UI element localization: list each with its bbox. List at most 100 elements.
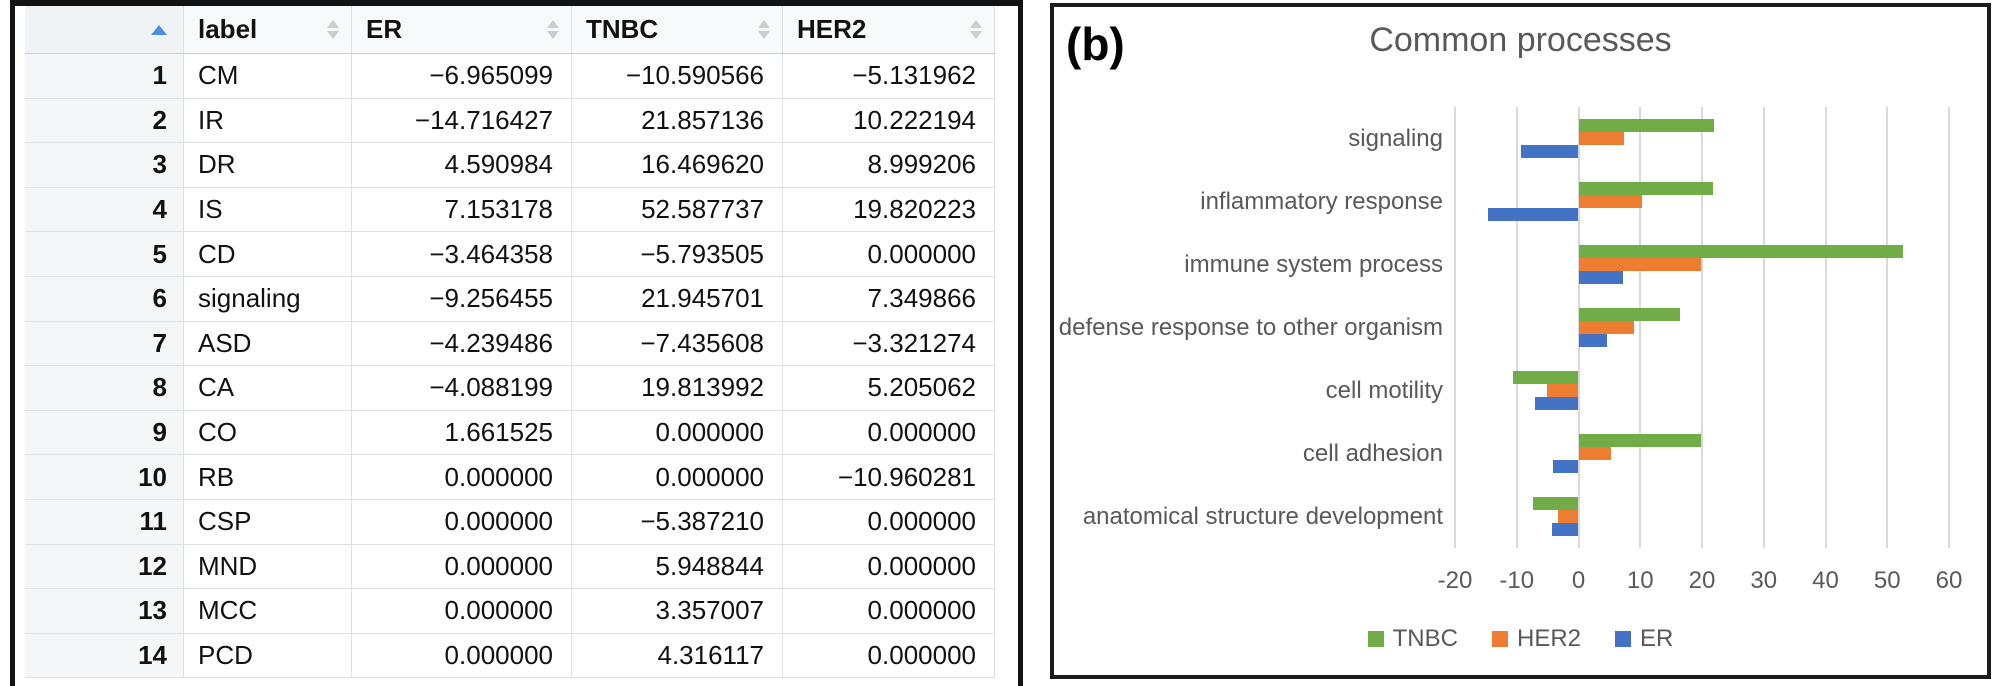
value-cell: 21.945701 xyxy=(572,276,783,321)
x-tick-label: 50 xyxy=(1873,567,1901,594)
label-cell: CM xyxy=(184,54,352,98)
x-tick-label: 10 xyxy=(1626,567,1654,594)
row-number-cell: 11 xyxy=(25,499,184,544)
value-cell: 0.000000 xyxy=(572,410,783,455)
table-body: 1 CM −6.965099 −10.590566 −5.131962 2 IR −14.71… xyxy=(25,54,995,679)
category-label: immune system process xyxy=(1184,250,1443,278)
value-cell: 1.661525 xyxy=(352,410,572,455)
value-cell: 0.000000 xyxy=(352,589,572,633)
row-number-cell: 9 xyxy=(25,410,184,455)
bar-her2 xyxy=(1578,258,1701,271)
results-table: label ER TNBC HER2 1 CM −6.965099 −10.590566 −5… xyxy=(25,6,995,679)
category-label: cell adhesion xyxy=(1302,439,1443,467)
column-header-TNBC[interactable]: TNBC xyxy=(572,6,783,53)
value-cell: −10.590566 xyxy=(572,54,783,98)
column-header-text: HER2 xyxy=(797,14,867,44)
label-cell: signaling xyxy=(184,276,352,321)
row-number-cell: 1 xyxy=(25,54,184,98)
label-cell: CD xyxy=(184,232,352,276)
row-number-cell: 5 xyxy=(25,232,184,276)
x-tick-label: 60 xyxy=(1935,567,1963,594)
gridline xyxy=(1762,107,1765,548)
legend-item: ER xyxy=(1615,625,1673,653)
table-row: 5 CD −3.464358 −5.793505 0.000000 xyxy=(25,232,995,277)
category-label: inflammatory response xyxy=(1200,187,1443,215)
value-cell: −7.435608 xyxy=(572,321,783,366)
sort-both-icon xyxy=(970,20,982,39)
x-tick-label: 30 xyxy=(1750,567,1778,594)
value-cell: −5.131962 xyxy=(783,54,995,98)
gridline xyxy=(1639,107,1642,548)
row-number-cell: 13 xyxy=(25,589,184,633)
plot-area xyxy=(1454,107,1950,548)
column-header-text: label xyxy=(198,14,258,44)
value-cell: 5.205062 xyxy=(783,366,995,410)
value-cell: 52.587737 xyxy=(572,187,783,232)
label-cell: IS xyxy=(184,187,352,232)
x-axis: -20 -10 0 10 20 30 40 50 60 xyxy=(1438,567,1963,597)
bar-tnbc xyxy=(1532,497,1579,510)
row-number-cell: 12 xyxy=(25,544,184,589)
x-tick-label: -20 xyxy=(1437,567,1473,594)
value-cell: 5.948844 xyxy=(572,544,783,589)
sort-down-arrow xyxy=(547,31,559,39)
row-number-cell: 4 xyxy=(25,187,184,232)
table-row: 3 DR 4.590984 16.469620 8.999206 xyxy=(25,143,995,188)
value-cell: −4.088199 xyxy=(352,366,572,410)
column-header-label[interactable]: label xyxy=(184,6,352,53)
x-tick-label: 20 xyxy=(1688,567,1716,594)
legend-swatch xyxy=(1491,631,1508,647)
label-cell: ASD xyxy=(184,321,352,366)
value-cell: 10.222194 xyxy=(783,98,995,143)
table-row: 12 MND 0.000000 5.948844 0.000000 xyxy=(25,544,995,590)
bar-tnbc xyxy=(1578,245,1904,258)
label-cell: CSP xyxy=(184,499,352,544)
value-cell: 16.469620 xyxy=(572,143,783,187)
column-header-rownum[interactable] xyxy=(25,6,184,53)
bar-er xyxy=(1521,145,1579,158)
value-cell: 0.000000 xyxy=(783,633,995,678)
sort-up-arrow xyxy=(327,20,339,28)
sort-ascending-icon xyxy=(151,24,167,35)
gridline xyxy=(1948,107,1950,548)
bar-her2 xyxy=(1578,447,1611,460)
value-cell: 0.000000 xyxy=(352,633,572,678)
bar-her2 xyxy=(1546,384,1579,397)
table-row: 13 MCC 0.000000 3.357007 0.000000 xyxy=(25,589,995,634)
table-row: 8 CA −4.088199 19.813992 5.205062 xyxy=(25,366,995,411)
bar-er xyxy=(1578,334,1607,347)
sort-down-arrow xyxy=(758,31,770,39)
row-number-cell: 14 xyxy=(25,633,184,678)
bar-her2 xyxy=(1578,132,1624,145)
bar-her2 xyxy=(1578,321,1635,334)
value-cell: 0.000000 xyxy=(783,499,995,544)
value-cell: −6.965099 xyxy=(352,54,572,98)
bar-er xyxy=(1535,397,1579,410)
sort-both-icon xyxy=(547,20,559,39)
value-cell: 0.000000 xyxy=(783,232,995,276)
label-cell: CO xyxy=(184,410,352,455)
column-header-ER[interactable]: ER xyxy=(352,6,572,53)
table-row: 14 PCD 0.000000 4.316117 0.000000 xyxy=(25,633,995,679)
value-cell: −5.387210 xyxy=(572,499,783,544)
table-row: 1 CM −6.965099 −10.590566 −5.131962 xyxy=(25,54,995,99)
chart-title: Common processes xyxy=(1369,21,1672,59)
column-header-HER2[interactable]: HER2 xyxy=(783,6,995,53)
value-cell: 0.000000 xyxy=(572,455,783,499)
value-cell: −3.464358 xyxy=(352,232,572,276)
table-row: 11 CSP 0.000000 −5.387210 0.000000 xyxy=(25,499,995,545)
category-label: signaling xyxy=(1348,124,1443,152)
category-label: anatomical structure development xyxy=(1082,502,1443,530)
sort-up-arrow xyxy=(547,20,559,28)
x-tick-label: -10 xyxy=(1499,567,1535,594)
column-header-text: ER xyxy=(366,14,403,44)
panel-divider-rule xyxy=(1018,0,1023,686)
bar-her2 xyxy=(1557,510,1579,523)
label-cell: IR xyxy=(184,98,352,143)
table-row: 7 ASD −4.239486 −7.435608 −3.321274 xyxy=(25,321,995,367)
legend-item: HER2 xyxy=(1491,625,1581,653)
column-header-text: TNBC xyxy=(586,14,659,44)
x-tick-label: 40 xyxy=(1812,567,1839,594)
value-cell: 7.349866 xyxy=(783,276,995,321)
